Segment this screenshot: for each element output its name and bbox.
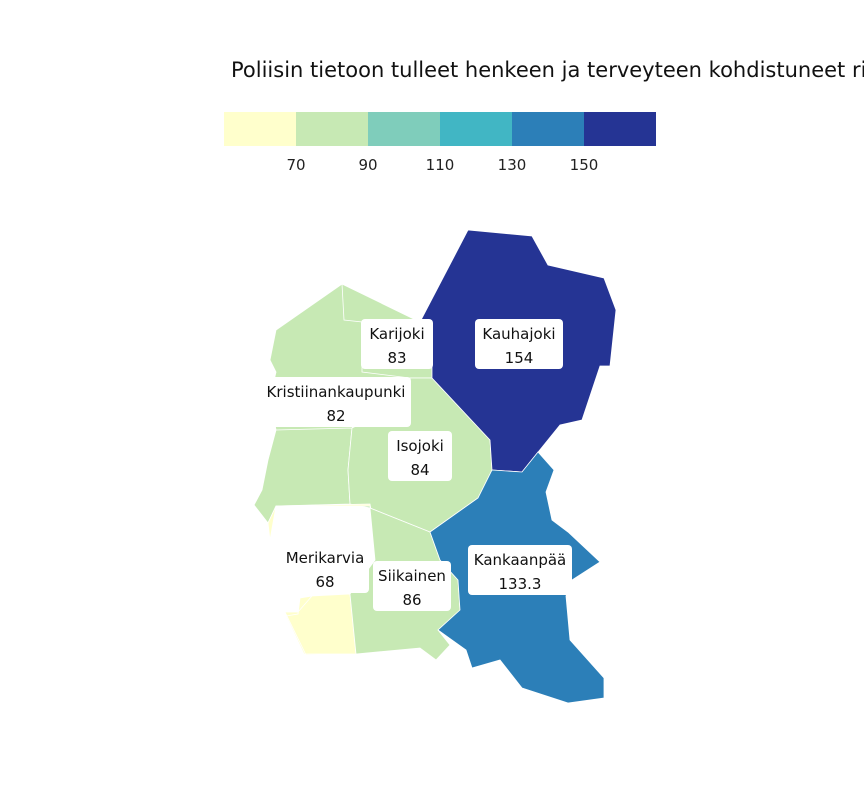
region-label-kristiinankaupunki: Kristiinankaupunki 82	[261, 377, 411, 427]
region-value: 84	[410, 461, 429, 479]
region-label-merikarvia: Merikarvia 68	[281, 543, 369, 593]
legend-tick-2: 90	[358, 156, 377, 174]
region-label-box	[373, 561, 451, 611]
region-label-kauhajoki: Kauhajoki 154	[475, 319, 563, 369]
legend-swatch-2	[296, 112, 368, 146]
legend-swatch-1	[224, 112, 296, 146]
legend-tick-5: 150	[570, 156, 599, 174]
region-name: Isojoki	[396, 437, 444, 455]
region-label-siikainen: Siikainen 86	[373, 561, 451, 611]
region-name: Kankaanpää	[474, 551, 567, 569]
region-label-box	[468, 545, 572, 595]
region-label-box	[475, 319, 563, 369]
region-label-karijoki: Karijoki 83	[361, 319, 433, 369]
legend-swatch-5	[512, 112, 584, 146]
region-value: 82	[326, 407, 345, 425]
map-title: Poliisin tietoon tulleet henkeen ja terv…	[231, 58, 864, 82]
region-label-isojoki: Isojoki 84	[388, 431, 452, 481]
region-label-box	[281, 543, 369, 593]
legend-tick-4: 130	[498, 156, 527, 174]
region-name: Kauhajoki	[482, 325, 555, 343]
region-labels: Kauhajoki 154 Karijoki 83 Kristiinankaupunki…	[261, 319, 572, 611]
legend-tick-1: 70	[286, 156, 305, 174]
legend-swatch-6	[584, 112, 656, 146]
color-legend: 70 90 110 130 150	[224, 112, 656, 174]
region-label-box	[388, 431, 452, 481]
region-label-box	[261, 377, 411, 427]
region-value: 83	[387, 349, 406, 367]
region-name: Siikainen	[378, 567, 446, 585]
region-name: Merikarvia	[286, 549, 365, 567]
region-value: 68	[315, 573, 334, 591]
legend-swatch-3	[368, 112, 440, 146]
legend-tick-3: 110	[426, 156, 455, 174]
region-label-kankaanpaa: Kankaanpää 133.3	[468, 545, 572, 595]
region-label-box	[361, 319, 433, 369]
region-name: Kristiinankaupunki	[267, 383, 406, 401]
region-value: 86	[402, 591, 421, 609]
legend-swatch-4	[440, 112, 512, 146]
region-value: 154	[505, 349, 534, 367]
region-value: 133.3	[499, 575, 542, 593]
region-name: Karijoki	[369, 325, 424, 343]
